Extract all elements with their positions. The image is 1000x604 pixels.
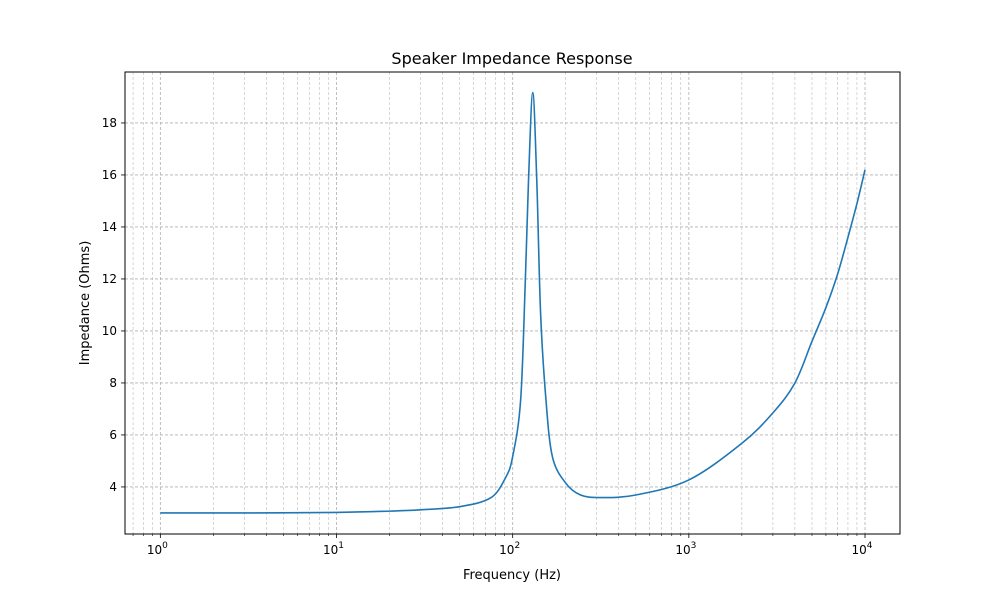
y-axis-label: Impedance (Ohms) (78, 241, 93, 366)
x-axis: 100 101 102 103 104 (132, 534, 873, 557)
x-tick-label: 102 (499, 541, 520, 557)
y-tick-label: 8 (109, 376, 117, 390)
x-axis-label: Frequency (Hz) (463, 568, 561, 583)
plot-area (160, 91, 866, 514)
y-tick-label: 6 (109, 428, 117, 442)
y-tick-label: 16 (102, 168, 117, 182)
x-tick-label: 103 (675, 541, 696, 557)
x-tick-label: 101 (323, 541, 344, 557)
y-tick-label: 18 (102, 116, 117, 130)
y-tick-label: 12 (102, 272, 117, 286)
x-tick-label: 100 (147, 541, 168, 557)
y-tick-label: 14 (102, 220, 117, 234)
impedance-line (160, 91, 866, 514)
y-tick-label: 10 (102, 324, 117, 338)
chart-title: Speaker Impedance Response (391, 49, 632, 68)
y-tick-label: 4 (109, 480, 117, 494)
y-axis: 4 6 8 10 12 14 16 18 (102, 116, 125, 494)
x-tick-label: 104 (851, 541, 872, 557)
